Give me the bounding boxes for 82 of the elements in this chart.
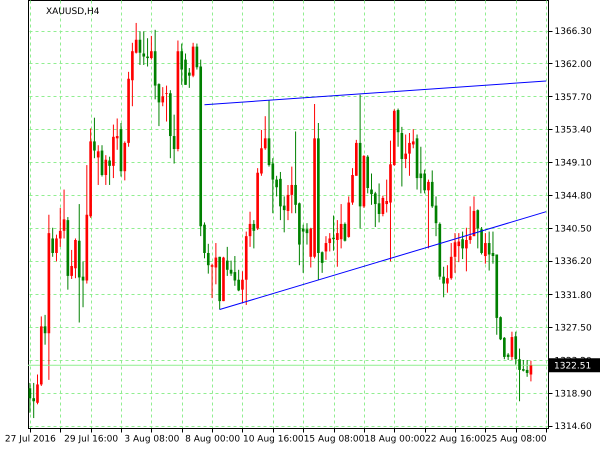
text: XAUUSD,H4 xyxy=(46,7,100,17)
candlestick xyxy=(340,204,342,249)
candlestick xyxy=(138,30,142,66)
candlestick xyxy=(423,169,426,194)
candlestick xyxy=(404,134,407,169)
candlestick xyxy=(93,117,96,159)
candlestick xyxy=(248,211,252,248)
candlestick xyxy=(408,132,411,176)
y-tick-label: 1327.50 xyxy=(554,324,592,334)
x-tick-label: 27 Jul 2016 xyxy=(4,434,56,444)
x-tick-label: 8 Aug 00:00 xyxy=(185,434,240,444)
candlestick xyxy=(28,382,32,414)
candlestick xyxy=(427,179,430,249)
y-tick-label: 1344.80 xyxy=(554,191,592,202)
candlestick xyxy=(450,242,453,280)
x-tick-label: 25 Aug 08:00 xyxy=(486,434,547,444)
y-tick-label: 1362.00 xyxy=(554,60,592,70)
candlestick xyxy=(58,207,62,248)
candlestick xyxy=(252,220,256,249)
y-tick-label: 1331.80 xyxy=(554,290,592,301)
candlestick xyxy=(214,242,218,285)
candlestick xyxy=(226,246,229,276)
candlestick xyxy=(237,269,240,292)
candlestick xyxy=(150,35,153,60)
candlestick xyxy=(378,182,380,223)
candlestick xyxy=(465,227,468,272)
candlestick xyxy=(234,256,236,286)
x-tick-label: 15 Aug 08:00 xyxy=(304,434,365,444)
candlestick xyxy=(290,166,294,214)
candlestick xyxy=(55,234,58,262)
candlestick xyxy=(286,184,290,221)
candlestick xyxy=(468,206,472,244)
candlestick xyxy=(457,232,460,263)
candlestick xyxy=(382,195,384,217)
candlestick xyxy=(518,348,521,402)
y-tick-label: 1366.30 xyxy=(554,27,592,38)
x-tick-label: 22 Aug 16:00 xyxy=(425,434,486,444)
candlestick xyxy=(461,231,464,260)
candlestick xyxy=(332,215,335,252)
candlestick xyxy=(165,85,168,122)
candlestick xyxy=(172,114,176,164)
y-tick-label: 1349.10 xyxy=(554,158,592,169)
y-tick-label: 1340.50 xyxy=(554,224,592,234)
candlestick xyxy=(344,222,346,242)
candlestick xyxy=(180,43,184,86)
candlestick xyxy=(484,232,487,264)
candlestick xyxy=(324,236,328,260)
x-tick-label: 10 Aug 16:00 xyxy=(242,434,304,444)
candlestick xyxy=(446,264,449,294)
candlestick xyxy=(104,154,108,186)
candlestick xyxy=(396,108,400,148)
candlestick xyxy=(488,231,490,272)
candlestick xyxy=(306,222,308,246)
candlestick xyxy=(510,331,514,360)
ref-line-label: 1322.51 xyxy=(554,361,592,372)
y-tick-label: 1318.90 xyxy=(554,389,592,400)
candlestick xyxy=(454,232,456,274)
candlestick xyxy=(522,359,525,372)
candlestick xyxy=(442,266,445,298)
candlestick xyxy=(374,191,377,228)
candlestick xyxy=(206,243,210,274)
candlestick xyxy=(108,156,111,186)
candlestick xyxy=(526,359,528,378)
candlestick xyxy=(370,172,373,206)
candlestick xyxy=(32,382,36,419)
y-tick-label: 1357.70 xyxy=(554,92,592,103)
candlestick xyxy=(530,360,532,382)
candlestick xyxy=(36,374,39,405)
x-tick-label: 18 Aug 00:00 xyxy=(364,434,426,444)
candlestick xyxy=(476,208,480,249)
candlestick xyxy=(336,220,339,268)
candlestick xyxy=(328,232,332,252)
y-tick-label: 1314.60 xyxy=(554,422,592,432)
candlestick xyxy=(514,331,518,366)
y-tick-label: 1336.20 xyxy=(554,257,592,268)
x-tick-label: 3 Aug 08:00 xyxy=(124,434,180,444)
candlestick xyxy=(51,227,54,258)
y-tick-label: 1353.40 xyxy=(554,126,592,136)
x-tick-label: 29 Jul 16:00 xyxy=(64,434,118,444)
candlestick xyxy=(161,86,164,107)
candlestick xyxy=(142,30,146,66)
candlestick xyxy=(96,144,100,186)
